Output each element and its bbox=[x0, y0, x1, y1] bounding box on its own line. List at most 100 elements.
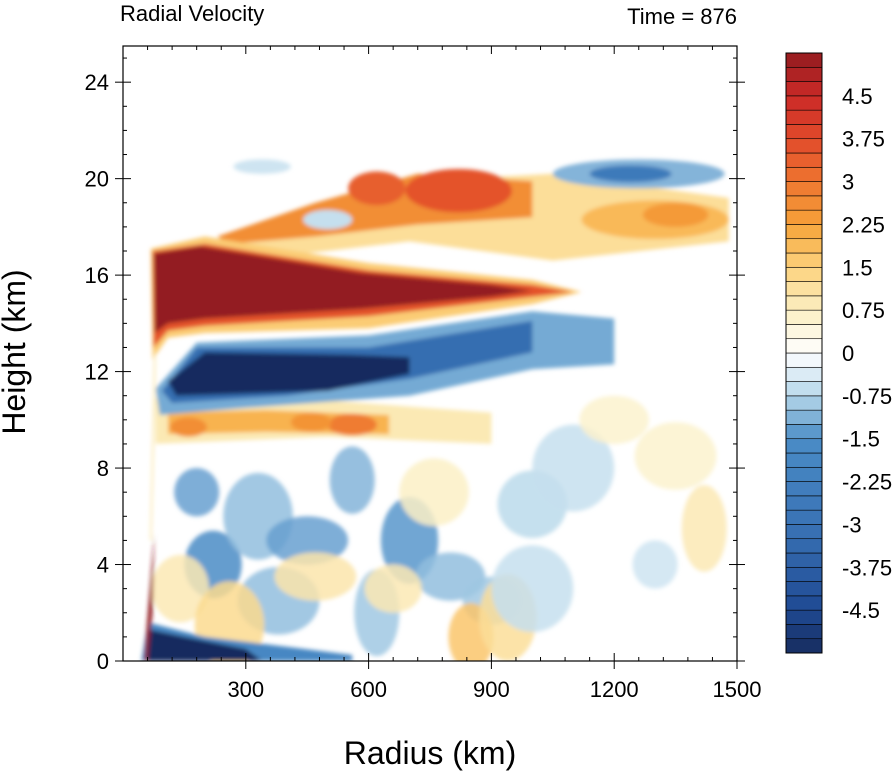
colorbar-label: -3 bbox=[842, 512, 862, 537]
colorbar-swatch bbox=[785, 509, 823, 525]
x-tick-label: 1500 bbox=[713, 677, 762, 702]
weak-perturbation bbox=[491, 545, 574, 633]
colorbar-swatch bbox=[785, 166, 823, 182]
weak-perturbation bbox=[364, 564, 422, 613]
weak-perturbation bbox=[274, 552, 357, 601]
colorbar-swatch bbox=[785, 295, 823, 311]
mid-outflow-cell bbox=[170, 417, 207, 437]
strat-outflow-cell bbox=[348, 171, 406, 206]
weak-perturbation bbox=[632, 540, 678, 589]
x-tick-label: 900 bbox=[473, 677, 510, 702]
x-tick-label: 1200 bbox=[590, 677, 639, 702]
y-tick-label: 20 bbox=[85, 167, 109, 192]
colorbar-swatch bbox=[785, 209, 823, 225]
colorbar-swatch bbox=[785, 266, 823, 282]
chart-title-right: Time = 876 bbox=[627, 4, 737, 29]
y-tick-label: 0 bbox=[97, 649, 109, 674]
colorbar-swatch bbox=[785, 138, 823, 154]
colorbar-swatch bbox=[785, 395, 823, 411]
colorbar-swatch bbox=[785, 595, 823, 611]
colorbar-label: 0 bbox=[842, 341, 854, 366]
colorbar-swatch bbox=[785, 366, 823, 382]
y-tick-label: 4 bbox=[97, 553, 109, 578]
colorbar-swatch bbox=[785, 81, 823, 97]
colorbar-swatch bbox=[785, 452, 823, 468]
mid-outflow-cell bbox=[290, 412, 332, 432]
y-axis: 0 4 8 12 16 20 24 bbox=[85, 57, 745, 674]
weak-perturbation bbox=[634, 422, 717, 490]
colorbar-swatch bbox=[785, 638, 823, 654]
eyewall-outflow bbox=[144, 533, 155, 661]
colorbar-swatch bbox=[785, 95, 823, 111]
strat-inflow-core bbox=[589, 165, 672, 183]
colorbar-swatch bbox=[785, 481, 823, 497]
colorbar-swatch bbox=[785, 438, 823, 454]
colorbar-swatch bbox=[785, 495, 823, 511]
colorbar-label: -1.5 bbox=[842, 427, 880, 452]
x-axis: 300 600 900 1200 1500 bbox=[122, 46, 762, 702]
colorbar-label: -2.25 bbox=[842, 470, 892, 495]
colorbar-swatch bbox=[785, 224, 823, 240]
weak-inflow bbox=[303, 210, 353, 230]
weak-inflow bbox=[233, 159, 291, 174]
colorbar-swatch bbox=[785, 524, 823, 540]
weak-perturbation bbox=[151, 554, 209, 623]
colorbar-swatch bbox=[785, 566, 823, 582]
colorbar-label: 1.5 bbox=[842, 255, 873, 280]
colorbar-swatch bbox=[785, 338, 823, 354]
weak-perturbation bbox=[174, 468, 220, 517]
colorbar-swatch bbox=[785, 538, 823, 554]
colorbar-label: -4.5 bbox=[842, 598, 880, 623]
colorbar-swatch bbox=[785, 581, 823, 597]
colorbar-swatch bbox=[785, 109, 823, 125]
colorbar-swatch bbox=[785, 609, 823, 625]
colorbar-swatch bbox=[785, 624, 823, 640]
weak-perturbation bbox=[329, 446, 375, 514]
colorbar-swatch bbox=[785, 424, 823, 440]
colorbar-swatch bbox=[785, 552, 823, 568]
colorbar-label: 2.25 bbox=[842, 212, 885, 237]
weak-perturbation bbox=[681, 484, 727, 572]
plot-frame bbox=[122, 45, 738, 662]
colorbar-labels: 4.5 3.75 3 2.25 1.5 0.75 0 -0.75 -1.5 -2.25 -3 -3.7… bbox=[842, 84, 892, 623]
weak-perturbation bbox=[579, 395, 649, 444]
upper-inflow-max bbox=[168, 352, 410, 396]
chart-title-left: Radial Velocity bbox=[120, 1, 264, 26]
colorbar-swatch bbox=[785, 352, 823, 368]
colorbar-swatch bbox=[785, 66, 823, 82]
upper-outflow-max bbox=[154, 246, 533, 333]
weak-perturbation bbox=[532, 424, 615, 512]
colorbar-swatch bbox=[785, 309, 823, 325]
colorbar-swatch bbox=[785, 181, 823, 197]
y-tick-label: 16 bbox=[85, 263, 109, 288]
colorbar-swatch bbox=[785, 252, 823, 268]
x-tick-label: 300 bbox=[227, 677, 264, 702]
strat-outflow-cell bbox=[405, 169, 512, 213]
colorbar-swatch bbox=[785, 466, 823, 482]
y-tick-label: 24 bbox=[85, 70, 109, 95]
y-tick-label: 8 bbox=[97, 456, 109, 481]
x-tick-label: 600 bbox=[350, 677, 387, 702]
colorbar-swatch bbox=[785, 281, 823, 297]
colorbar-swatch bbox=[785, 324, 823, 340]
colorbar-swatch bbox=[785, 409, 823, 425]
bl-inflow-core bbox=[144, 629, 263, 661]
colorbar-label: 4.5 bbox=[842, 84, 873, 109]
colorbar-swatch bbox=[785, 52, 823, 68]
colorbar-swatch bbox=[785, 152, 823, 168]
colorbar-label: -0.75 bbox=[842, 384, 892, 409]
weak-perturbation bbox=[266, 516, 349, 565]
colorbar-label: 3 bbox=[842, 170, 854, 195]
colorbar-frame bbox=[785, 52, 823, 654]
colorbar bbox=[785, 52, 823, 654]
mid-outflow-cell bbox=[327, 413, 377, 436]
x-axis-label: Radius (km) bbox=[344, 735, 516, 771]
colorbar-label: -3.75 bbox=[842, 555, 892, 580]
colorbar-swatch bbox=[785, 381, 823, 397]
colorbar-swatch bbox=[785, 238, 823, 254]
colorbar-label: 0.75 bbox=[842, 298, 885, 323]
eyewall-shaft bbox=[150, 347, 156, 541]
colorbar-swatch bbox=[785, 124, 823, 140]
